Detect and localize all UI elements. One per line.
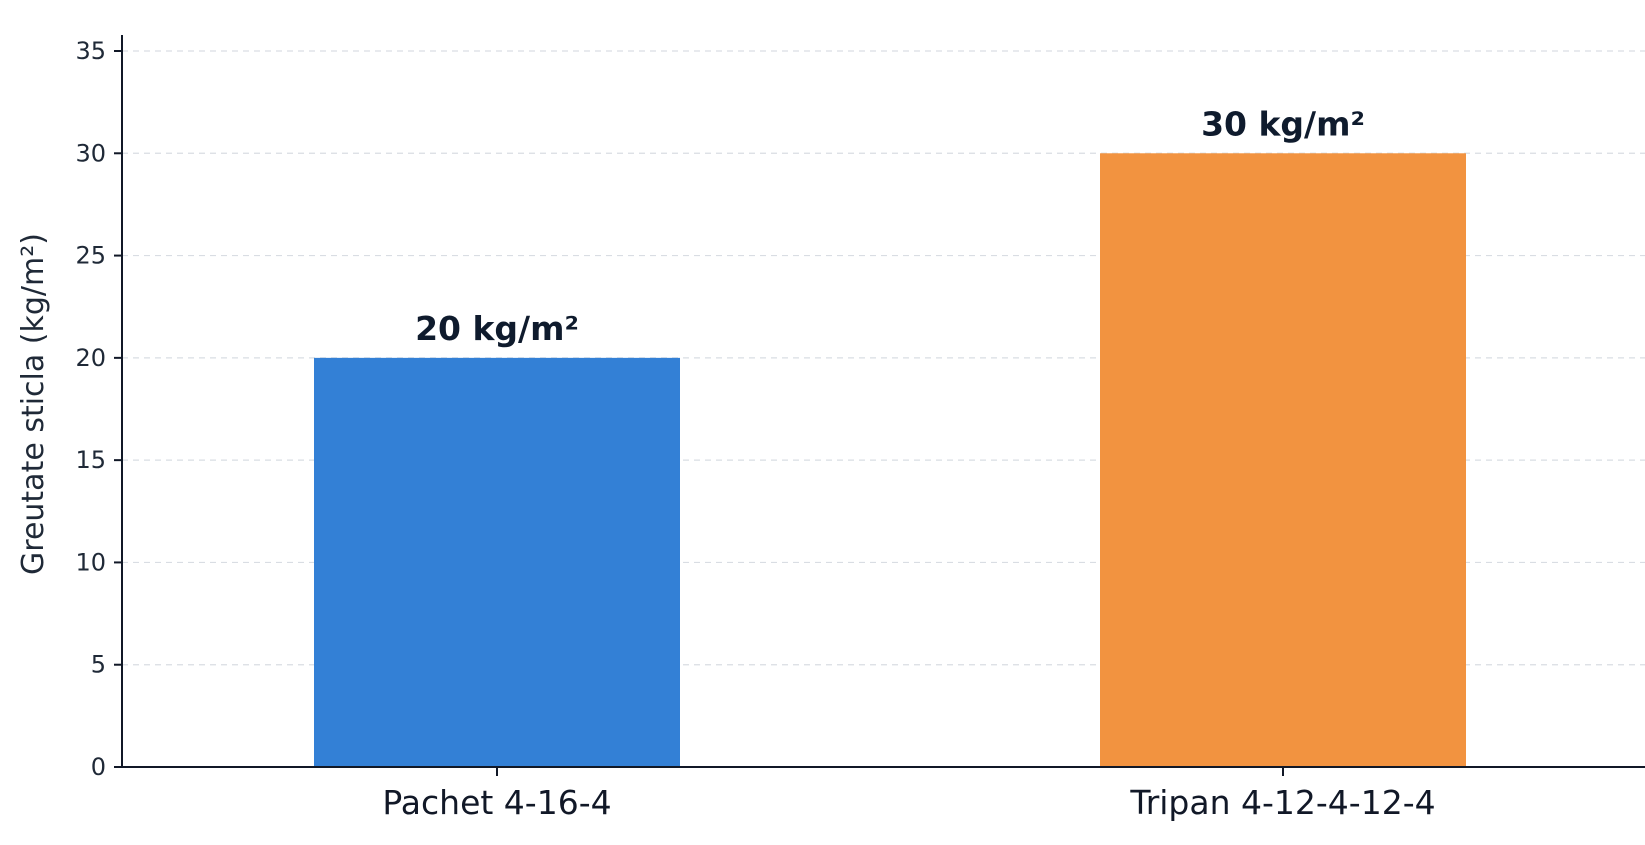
y-tick-label: 15 — [75, 446, 106, 474]
y-tick-label: 5 — [91, 651, 106, 679]
x-category-label: Pachet 4-16-4 — [382, 783, 611, 822]
bar — [314, 357, 680, 767]
y-tick-label: 35 — [75, 37, 106, 65]
axes — [121, 35, 1645, 768]
bar-value-label: 20 kg/m² — [415, 309, 579, 348]
x-category-label: Tripan 4-12-4-12-4 — [1129, 783, 1435, 822]
y-tick-label: 20 — [75, 344, 106, 372]
y-tick-label: 0 — [91, 753, 106, 781]
y-tick-label: 25 — [75, 242, 106, 270]
y-axis-title: Greutate sticla (kg/m²) — [16, 233, 51, 575]
bar-value-label: 30 kg/m² — [1201, 104, 1365, 143]
labels: 0 5 10 15 20 25 30 35 20 kg/m² Pachet 4-16-4 30 kg… — [75, 37, 1435, 822]
y-tick-label: 30 — [75, 139, 106, 167]
bar — [1100, 153, 1466, 768]
y-tick-label: 10 — [75, 548, 106, 576]
bars — [314, 153, 1466, 768]
